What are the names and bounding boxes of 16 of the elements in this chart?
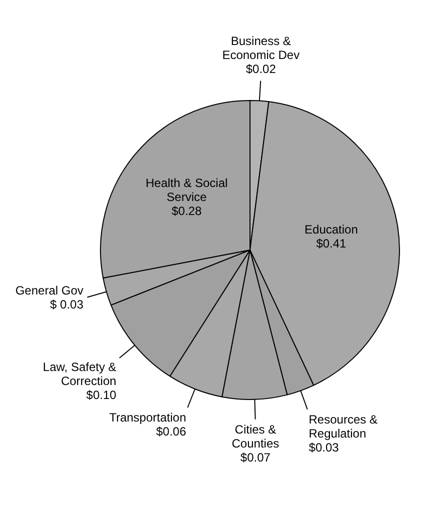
slice-label: Business & Economic Dev <box>222 34 300 62</box>
data-label: $ 0.03 <box>50 298 84 312</box>
slice-label: Resources & Regulation <box>308 412 378 441</box>
data-label: $0.06 <box>156 424 186 439</box>
slice-label: Law, Safety & Correction <box>42 360 116 388</box>
data-label: $0.10 <box>86 388 117 402</box>
data-label: $0.07 <box>240 450 271 465</box>
slice-label: General Gov <box>15 284 84 298</box>
slice-label: Health & Social Service <box>146 176 228 204</box>
data-label: $0.41 <box>316 236 347 250</box>
data-label: $0.02 <box>246 62 276 76</box>
slice-label: Transportation <box>109 410 186 425</box>
slice-label: Education <box>304 222 358 236</box>
data-label: $0.03 <box>308 440 340 455</box>
slice-label: Cities & Counties <box>232 422 280 451</box>
data-label: $0.28 <box>172 204 202 218</box>
